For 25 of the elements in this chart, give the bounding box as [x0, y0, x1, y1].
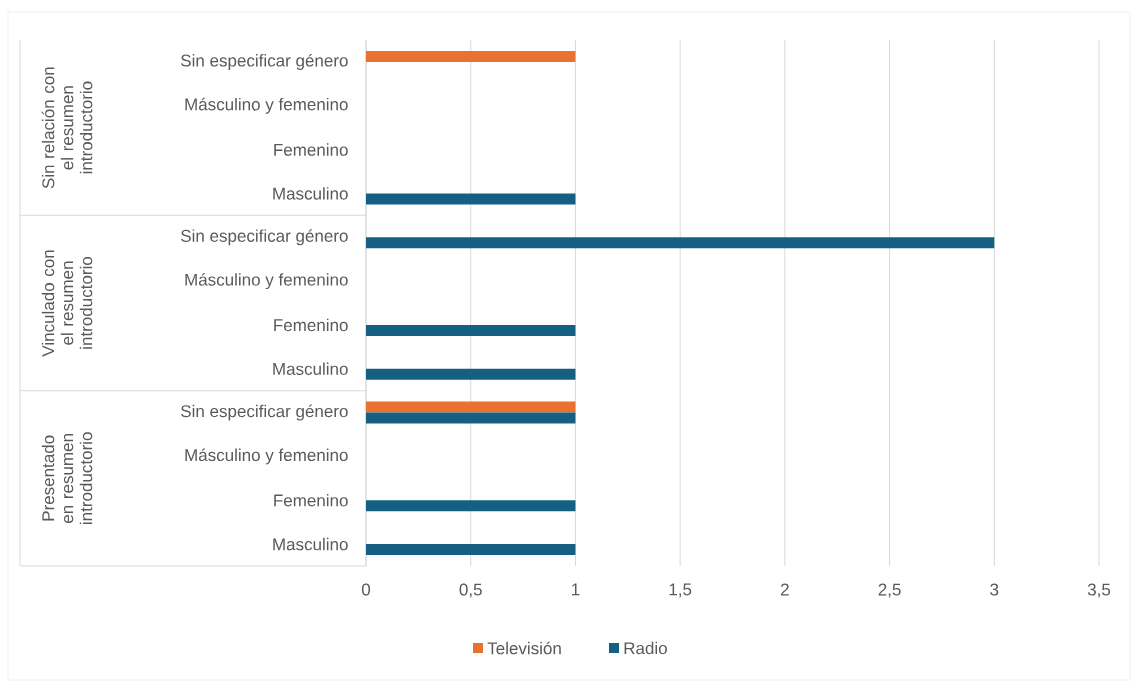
text: Vinculado con el resumen introductorio	[41, 250, 93, 357]
y-tick-label: Masculino	[273, 537, 348, 551]
y-tick-label: Femenino	[274, 494, 348, 507]
x-tick-label: 0,5	[459, 583, 482, 598]
y-tick-label: Masculino	[273, 187, 348, 200]
y-tick-label: Femenino	[274, 143, 348, 156]
legend-label: Radio	[624, 641, 667, 655]
y-tick-label: Másculino y femenino	[185, 273, 348, 290]
y-tick-label: Sin especificar género	[181, 229, 348, 246]
y-tick-label: Masculino	[273, 362, 348, 375]
x-tick-label: 1	[572, 583, 580, 596]
y-tick-label: Sin especificar género	[181, 53, 348, 70]
x-tick-label: 2	[781, 583, 789, 596]
x-tick-label: 3	[990, 583, 999, 596]
x-tick-label: 1,5	[669, 583, 692, 598]
y-tick-label: Sin especificar género	[181, 404, 348, 421]
y-tick-label: Másculino y femenino	[185, 97, 348, 114]
y-tick-label: Másculino y femenino	[185, 448, 348, 465]
x-tick-label: 3,5	[1087, 583, 1111, 598]
text: Sin relación con el resumen introductorio	[41, 67, 93, 189]
x-tick-label: 2,5	[878, 583, 901, 598]
y-tick-label: Femenino	[274, 318, 348, 332]
x-tick-label: 0	[361, 583, 371, 596]
legend-label: Televisión	[487, 641, 561, 655]
text: Presentado en resumen introductorio	[41, 432, 93, 524]
